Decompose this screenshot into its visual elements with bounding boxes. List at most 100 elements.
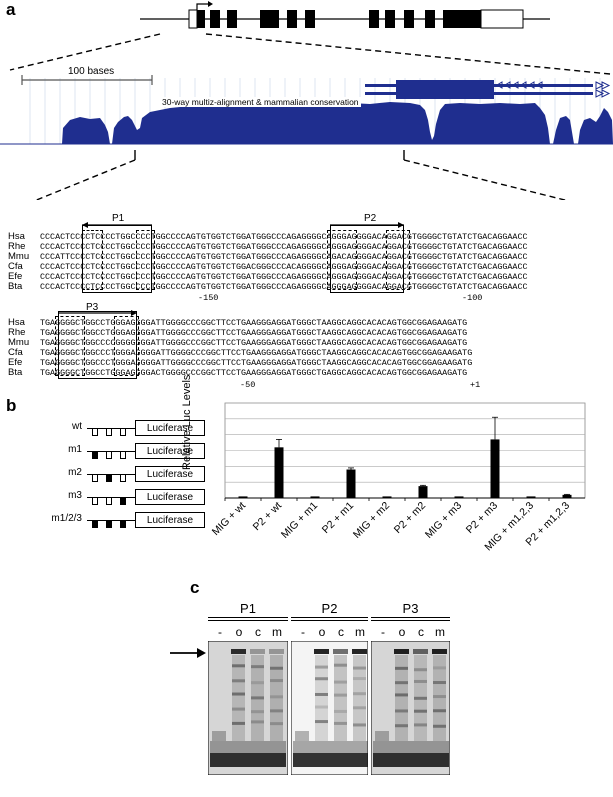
p2-site-box <box>330 225 404 293</box>
wildtype-site-box <box>106 428 112 436</box>
gel-shifted-band <box>269 649 284 654</box>
p3-core-box-b <box>114 316 139 376</box>
gel-band <box>433 681 446 685</box>
gel-band <box>251 665 264 669</box>
gel-band <box>315 705 328 709</box>
chart-category-label: MIG + m3 <box>423 500 464 541</box>
tss-arrowhead <box>208 1 213 7</box>
gel-band <box>232 707 245 711</box>
wildtype-site-box <box>120 474 126 482</box>
wildtype-site-box <box>106 451 112 459</box>
gel-title: P3 <box>402 601 419 616</box>
chart-bar <box>454 496 464 498</box>
exon-utr-first <box>188 9 198 29</box>
species-label-mmu-2: Mmu <box>8 337 30 348</box>
gel-band <box>270 722 283 726</box>
gel-shifted-band <box>231 649 246 654</box>
species-label-cfa-1: Cfa <box>8 261 23 272</box>
p2-core-box-a <box>327 230 357 290</box>
seq-row-hsa-1: CCCACTCCCCTCCCCTGGCCCCTGGCCCCAGTGTGGTCTG… <box>40 232 528 242</box>
wildtype-site-box <box>106 497 112 505</box>
chart-bar <box>526 496 536 498</box>
mutated-site-box <box>92 520 98 528</box>
gel-free-probe-band <box>373 753 392 767</box>
seq-row-cfa-2: TGAGGGGCTGGCCCTGGGAGGGGATTGGGGCCCGGCTTCC… <box>40 348 473 358</box>
luciferase-box: Luciferase <box>135 466 205 482</box>
construct-label: m1 <box>68 444 82 455</box>
gel-lane-smear <box>395 655 408 741</box>
gel-probe-smear <box>229 741 248 753</box>
chart-category-label: P2 + m1 <box>320 500 356 536</box>
gel-shifted-band <box>432 649 447 654</box>
gel-lane-smear <box>433 655 446 741</box>
exon-1 <box>197 10 205 28</box>
gel-band <box>232 664 245 668</box>
gel-shifted-band <box>250 649 265 654</box>
gel-free-probe-band <box>392 753 411 767</box>
species-label-hsa-1: Hsa <box>8 231 25 242</box>
gel-lane-smear <box>232 655 245 741</box>
gel-shifted-band <box>413 649 428 654</box>
construct-label: m2 <box>68 467 82 478</box>
chart-category-label: P2 + wt <box>251 500 285 534</box>
gel-band <box>414 679 427 683</box>
gel-band <box>433 724 446 728</box>
gel-probe-smear <box>267 741 286 753</box>
gel-lane-label: c <box>418 625 424 639</box>
seq-row-mmu-2: TGAGGGGCTGGCCCCGGGGGGGATTGGGGCCCGGCTTCCT… <box>40 338 468 348</box>
gel-lane-label: c <box>338 625 344 639</box>
seq-row-efe-1: CCCACTCCCCTCCCCTGGCCCCTGGCCCCAGTGTGGTCTG… <box>40 272 528 282</box>
gel-band <box>295 731 309 741</box>
gel-shifted-band <box>314 649 329 654</box>
gel-band <box>270 666 283 670</box>
seq-row-mmu-1: CCCATTCCCCTCCCCTGGCCCCTGGCCCCAGTGTGGTCTG… <box>40 252 528 262</box>
zoom-line-left <box>9 33 161 71</box>
gel-band <box>251 696 264 700</box>
gel-band <box>251 720 264 724</box>
seq-row-hsa-2: TGAGGGGCTGGCCTGGGAGGGGATTGGGGCCCGGCTTCCT… <box>40 318 468 328</box>
position-minus-150: -150 <box>198 293 219 303</box>
mutated-site-box <box>92 451 98 459</box>
gel-lane-label: m <box>435 625 445 639</box>
species-label-bta-2: Bta <box>8 367 23 378</box>
wildtype-site-box <box>92 474 98 482</box>
gel-band <box>334 721 347 725</box>
gel-band <box>232 679 245 683</box>
mutated-site-box <box>120 497 126 505</box>
gel-probe-smear <box>430 741 449 753</box>
gel-band <box>414 709 427 713</box>
exon-10 <box>425 10 435 28</box>
seq-row-cfa-1: CCCACTCCCCTCCCCTGGCCCCTGGCCCCAGTGTGGTCTG… <box>40 262 528 272</box>
mutated-site-box <box>106 474 112 482</box>
gel-free-probe-band <box>430 753 449 767</box>
exon-9 <box>404 10 414 28</box>
gel-band <box>353 692 366 696</box>
gel-band <box>334 709 347 713</box>
gel-lane-label: o <box>398 625 406 639</box>
gel-band <box>353 677 366 681</box>
chart-bar <box>382 496 392 498</box>
gel-probe-smear <box>293 741 312 753</box>
gel-lane-smear <box>414 655 427 741</box>
gel-lane-smear <box>270 655 283 741</box>
gel-image <box>371 641 450 775</box>
gel-lane-label: m <box>272 625 282 639</box>
gel-shifted-band <box>333 649 348 654</box>
gel-background <box>208 641 288 775</box>
chart-bar <box>490 439 500 498</box>
gel-band <box>315 665 328 669</box>
seq-row-bta-1: CCCACTCCCCTCCCCTGGCCCCTGGCCCCAGTGTGGTCTG… <box>40 282 528 292</box>
gene-structure-diagram <box>0 1 613 200</box>
p1-core-box-a <box>82 230 103 290</box>
gel-band <box>375 731 389 741</box>
gel-lane-smear <box>334 655 347 741</box>
species-label-mmu-1: Mmu <box>8 251 30 262</box>
chart-category-label: MIG + m2 <box>351 500 392 541</box>
gel-band <box>315 677 328 681</box>
track-label: 30-way multiz-alignment & mammalian cons… <box>160 97 361 107</box>
gel-band <box>353 666 366 670</box>
zoom-line-right <box>205 33 611 75</box>
gel-band <box>433 695 446 699</box>
wildtype-site-box <box>92 497 98 505</box>
exon-6 <box>305 10 315 28</box>
